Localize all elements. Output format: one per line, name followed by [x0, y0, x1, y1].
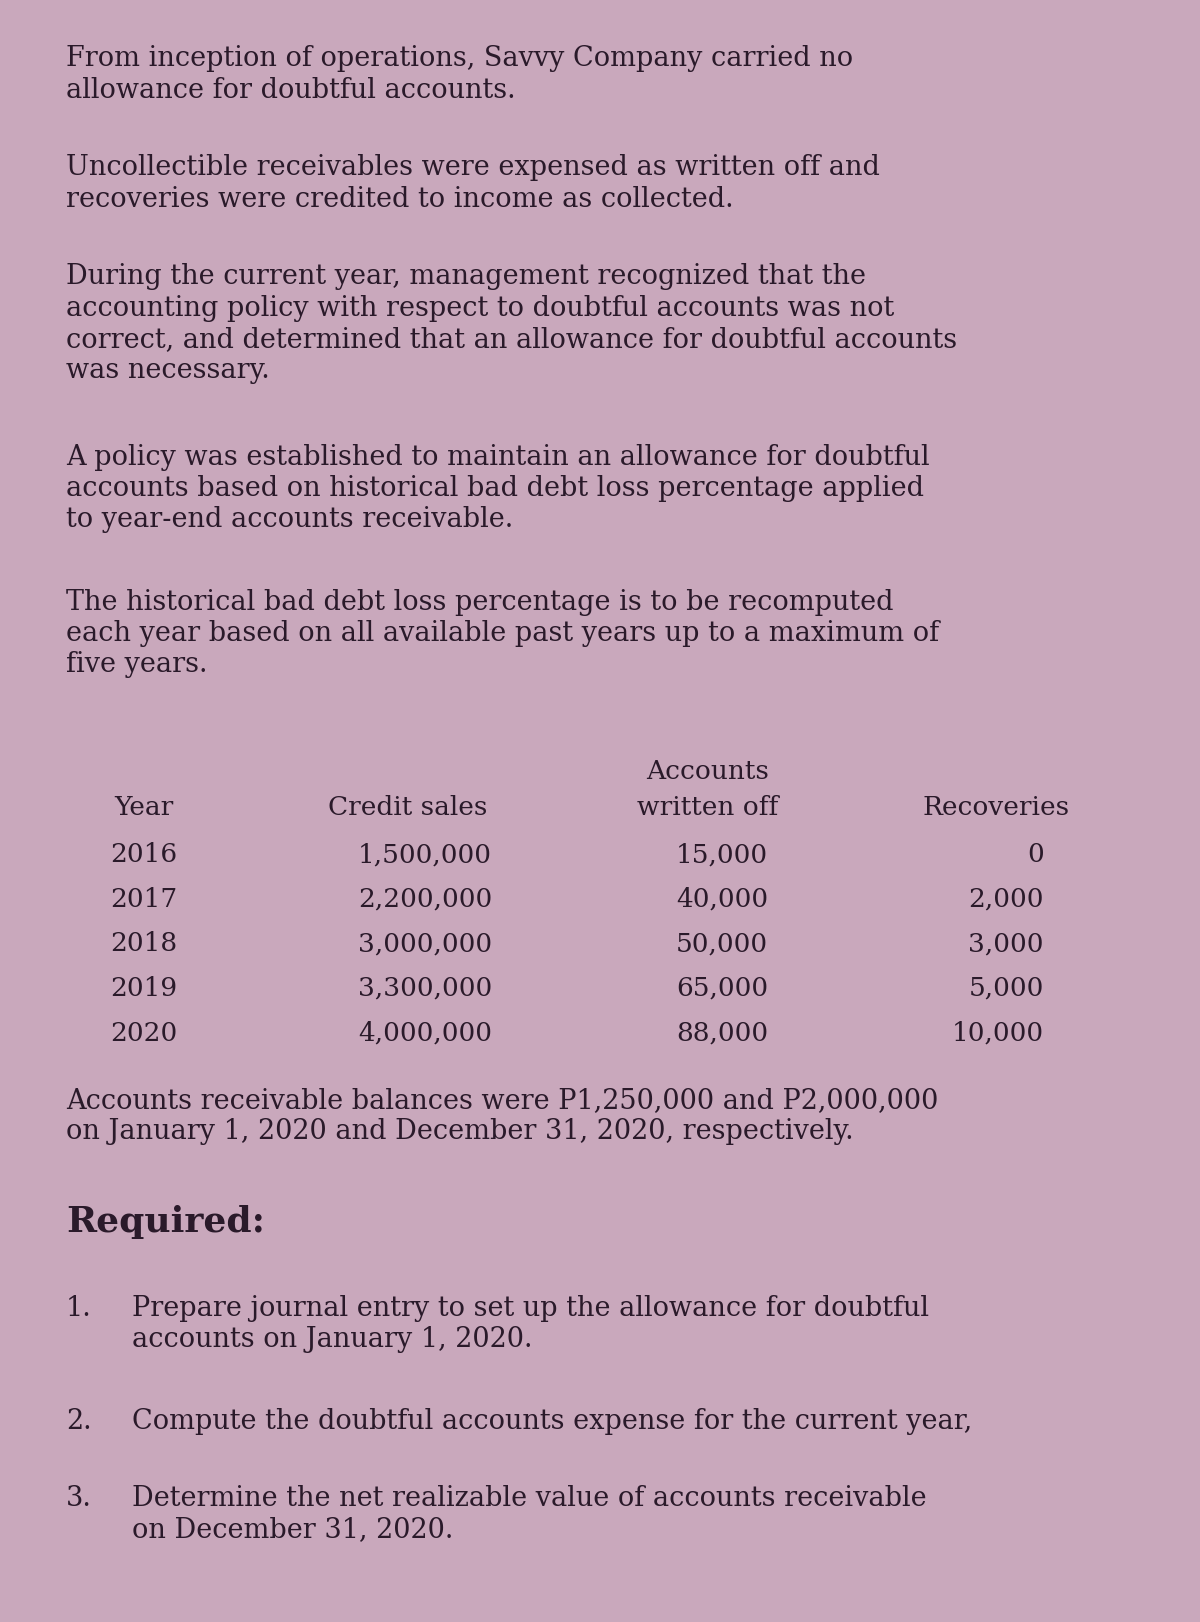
Text: Credit sales: Credit sales	[329, 795, 487, 821]
Text: 2016: 2016	[110, 842, 178, 868]
Text: 65,000: 65,000	[676, 976, 768, 1001]
Text: 15,000: 15,000	[676, 842, 768, 868]
Text: Uncollectible receivables were expensed as written off and
recoveries were credi: Uncollectible receivables were expensed …	[66, 154, 880, 212]
Text: Recoveries: Recoveries	[923, 795, 1069, 821]
Text: written off: written off	[637, 795, 779, 821]
Text: 2.: 2.	[66, 1408, 91, 1435]
Text: Accounts receivable balances were P1,250,000 and P2,000,000
on January 1, 2020 a: Accounts receivable balances were P1,250…	[66, 1087, 938, 1145]
Text: 1.: 1.	[66, 1294, 91, 1322]
Text: 2017: 2017	[110, 887, 178, 912]
Text: 2,000: 2,000	[968, 887, 1044, 912]
Text: 3,300,000: 3,300,000	[358, 976, 492, 1001]
Text: During the current year, management recognized that the
accounting policy with r: During the current year, management reco…	[66, 263, 958, 384]
Text: 3.: 3.	[66, 1484, 92, 1512]
Text: 4,000,000: 4,000,000	[358, 1020, 492, 1046]
Text: The historical bad debt loss percentage is to be recomputed
each year based on a: The historical bad debt loss percentage …	[66, 589, 940, 678]
Text: 40,000: 40,000	[676, 887, 768, 912]
Text: Accounts: Accounts	[647, 759, 769, 783]
Text: 50,000: 50,000	[676, 931, 768, 957]
Text: From inception of operations, Savvy Company carried no
allowance for doubtful ac: From inception of operations, Savvy Comp…	[66, 45, 853, 104]
Text: Prepare journal entry to set up the allowance for doubtful
accounts on January 1: Prepare journal entry to set up the allo…	[132, 1294, 929, 1353]
Text: 3,000,000: 3,000,000	[358, 931, 492, 957]
Text: A policy was established to maintain an allowance for doubtful
accounts based on: A policy was established to maintain an …	[66, 444, 930, 534]
Text: 2018: 2018	[110, 931, 178, 957]
Text: 10,000: 10,000	[952, 1020, 1044, 1046]
Text: 1,500,000: 1,500,000	[358, 842, 492, 868]
Text: 2020: 2020	[110, 1020, 178, 1046]
Text: 2019: 2019	[110, 976, 178, 1001]
Text: 2,200,000: 2,200,000	[358, 887, 492, 912]
Text: 5,000: 5,000	[968, 976, 1044, 1001]
Text: 88,000: 88,000	[676, 1020, 768, 1046]
Text: 3,000: 3,000	[968, 931, 1044, 957]
Text: Required:: Required:	[66, 1205, 265, 1239]
Text: 0: 0	[1027, 842, 1044, 868]
Text: Determine the net realizable value of accounts receivable
on December 31, 2020.: Determine the net realizable value of ac…	[132, 1484, 926, 1543]
Text: Compute the doubtful accounts expense for the current year,: Compute the doubtful accounts expense fo…	[132, 1408, 972, 1435]
Text: Year: Year	[114, 795, 174, 821]
